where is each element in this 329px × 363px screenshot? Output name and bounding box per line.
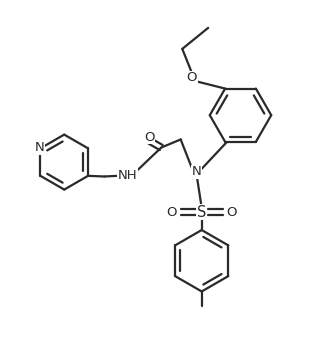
Text: O: O	[187, 72, 197, 85]
Text: S: S	[197, 205, 206, 220]
Text: NH: NH	[117, 168, 137, 182]
Text: N: N	[192, 165, 202, 178]
Text: O: O	[166, 206, 177, 219]
Text: O: O	[227, 206, 237, 219]
Text: O: O	[144, 131, 155, 144]
Text: N: N	[35, 141, 45, 154]
